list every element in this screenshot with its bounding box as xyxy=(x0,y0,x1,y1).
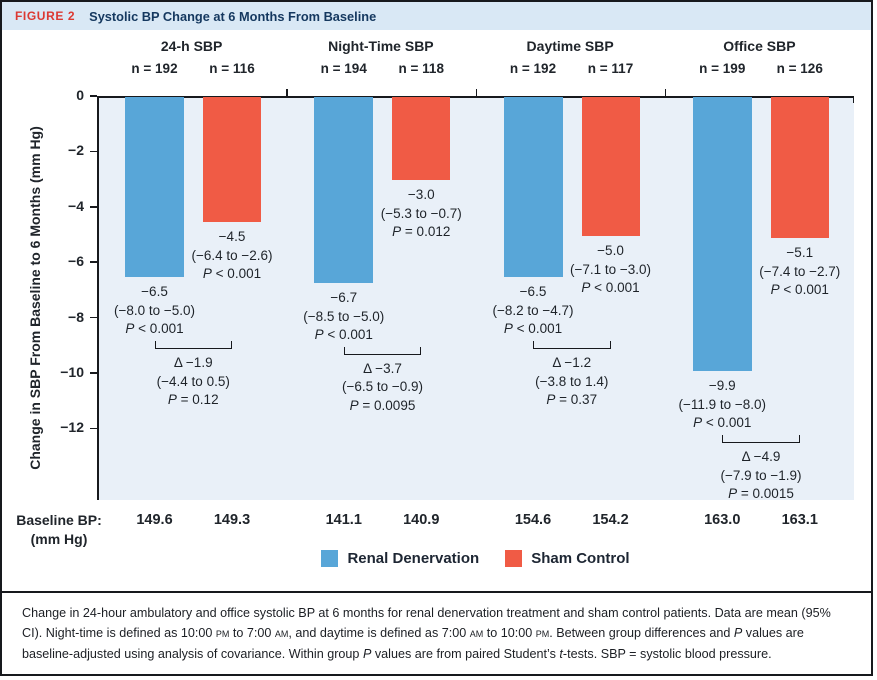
delta-stats-office-sbp: Δ −4.9 (−7.9 to −1.9) P = 0.0015 xyxy=(720,449,802,502)
baseline-value-rdn-night-time-sbp: 141.1 xyxy=(325,512,362,528)
y-tick-mark xyxy=(90,261,97,263)
caption-text-segment: to 7:00 xyxy=(229,626,275,641)
caption-text-segment: , and daytime is defined as 7:00 xyxy=(288,626,470,641)
baseline-value-rdn-24-h-sbp: 149.6 xyxy=(136,512,173,528)
caption-text-segment: P xyxy=(362,646,372,661)
legend: Renal Denervation Sham Control xyxy=(97,550,854,567)
n-label-sham-daytime-sbp: n = 117 xyxy=(587,61,634,76)
legend-item: Renal Denervation xyxy=(321,550,479,567)
figure-caption: Change in 24-hour ambulatory and office … xyxy=(2,591,871,674)
caption-text-segment: am xyxy=(469,626,484,641)
axis-end-tick xyxy=(852,98,854,103)
n-label-rdn-night-time-sbp: n = 194 xyxy=(320,61,367,76)
stats-sham-daytime-sbp: −5.0 (−7.1 to −3.0) P < 0.001 xyxy=(569,243,652,295)
delta-bracket-night-time-sbp xyxy=(343,346,422,355)
rdn-bar-office-sbp xyxy=(692,97,752,371)
caption-text-segment: to 10:00 xyxy=(483,626,536,641)
figure-title: Systolic BP Change at 6 Months From Base… xyxy=(89,8,377,24)
y-tick-label: −2 xyxy=(68,142,84,159)
stats-sham-24-h-sbp: −4.5 (−6.4 to −2.6) P < 0.001 xyxy=(191,229,273,281)
group-label-office-sbp: Office SBP xyxy=(723,38,796,54)
baseline-value-sham-office-sbp: 163.1 xyxy=(781,512,818,528)
chart-area: Change in SBP From Baseline to 6 Months … xyxy=(2,30,871,591)
stats-rdn-office-sbp: −9.9 (−11.9 to −8.0) P < 0.001 xyxy=(678,378,767,430)
baseline-value-sham-24-h-sbp: 149.3 xyxy=(213,512,251,528)
n-label-rdn-24-h-sbp: n = 192 xyxy=(131,61,178,76)
group-label-daytime-sbp: Daytime SBP xyxy=(526,38,614,54)
rdn-bar-daytime-sbp xyxy=(503,97,563,277)
caption-text-segment: pm xyxy=(215,626,230,641)
y-tick-mark xyxy=(90,427,97,430)
stats-rdn-daytime-sbp: −6.5 (−8.2 to −4.7) P < 0.001 xyxy=(492,284,574,336)
sham-bar-24-h-sbp xyxy=(203,97,261,222)
group-label-24-h-sbp: 24-h SBP xyxy=(160,38,223,54)
caption-text-segment: values are baseline-adjusted using analy… xyxy=(22,626,804,661)
baseline-value-rdn-office-sbp: 163.0 xyxy=(704,512,741,528)
group-boundary-tick xyxy=(286,89,288,97)
rdn-bar-night-time-sbp xyxy=(314,97,374,283)
sham-bar-daytime-sbp xyxy=(581,97,640,236)
group-boundary-tick xyxy=(664,89,667,97)
figure-title-bar: FIGURE 2 Systolic BP Change at 6 Months … xyxy=(2,2,871,30)
group-boundary-tick xyxy=(475,89,477,97)
sham-bar-night-time-sbp xyxy=(392,97,451,180)
figure-tag: FIGURE 2 xyxy=(15,9,76,23)
delta-stats-night-time-sbp: Δ −3.7 (−6.5 to −0.9) P = 0.0095 xyxy=(341,360,424,413)
legend-swatch-icon xyxy=(505,550,523,567)
caption-text-segment: t xyxy=(559,646,563,661)
legend-label: Renal Denervation xyxy=(347,550,480,567)
y-tick-mark xyxy=(90,206,97,208)
baseline-bp-label: Baseline BP: (mm Hg) xyxy=(12,511,106,549)
caption-text-segment: Change in 24-hour ambulatory and office … xyxy=(22,606,831,641)
baseline-bp-unit: (mm Hg) xyxy=(30,531,88,547)
y-tick-label: −8 xyxy=(68,308,84,325)
delta-bracket-office-sbp xyxy=(722,435,800,444)
caption-text-segment: -tests. SBP = systolic blood pressure. xyxy=(562,646,772,661)
baseline-value-sham-daytime-sbp: 154.2 xyxy=(592,512,629,528)
group-label-night-time-sbp: Night-Time SBP xyxy=(328,38,434,54)
delta-stats-24-h-sbp: Δ −1.9 (−4.4 to 0.5) P = 0.12 xyxy=(156,355,230,408)
y-tick-mark xyxy=(90,150,97,153)
legend-label: Sham Control xyxy=(531,550,630,567)
y-tick-label: 0 xyxy=(76,87,84,103)
y-tick-label: −10 xyxy=(60,364,84,380)
n-label-sham-24-h-sbp: n = 116 xyxy=(209,61,255,76)
y-tick-mark xyxy=(90,372,97,374)
legend-item: Sham Control xyxy=(505,550,630,567)
delta-bracket-daytime-sbp xyxy=(533,341,611,350)
y-tick-mark xyxy=(90,95,97,97)
caption-text-segment: . Between group differences and xyxy=(549,626,734,641)
n-label-rdn-daytime-sbp: n = 192 xyxy=(509,61,557,76)
stats-sham-night-time-sbp: −3.0 (−5.3 to −0.7) P = 0.012 xyxy=(380,187,462,239)
caption-text-segment: P xyxy=(733,626,743,641)
baseline-value-rdn-daytime-sbp: 154.6 xyxy=(514,512,552,528)
delta-bracket-24-h-sbp xyxy=(154,341,232,350)
stats-sham-office-sbp: −5.1 (−7.4 to −2.7) P < 0.001 xyxy=(759,245,841,297)
baseline-bp-label-text: Baseline BP: xyxy=(16,512,102,528)
caption-text-segment: values are from paired Student’s xyxy=(371,646,560,661)
sham-bar-office-sbp xyxy=(770,97,829,238)
caption-text-segment: pm xyxy=(535,626,550,641)
n-label-sham-office-sbp: n = 126 xyxy=(776,61,823,76)
y-tick-label: −6 xyxy=(68,253,84,270)
delta-stats-daytime-sbp: Δ −1.2 (−3.8 to 1.4) P = 0.37 xyxy=(535,355,609,408)
y-tick-label: −4 xyxy=(68,197,84,214)
y-tick-label: −12 xyxy=(60,419,84,436)
n-label-rdn-office-sbp: n = 199 xyxy=(699,61,746,76)
stats-rdn-24-h-sbp: −6.5 (−8.0 to −5.0) P < 0.001 xyxy=(113,284,196,336)
rdn-bar-24-h-sbp xyxy=(125,97,184,277)
legend-swatch-icon xyxy=(321,550,339,567)
y-tick-mark xyxy=(90,316,97,319)
stats-rdn-night-time-sbp: −6.7 (−8.5 to −5.0) P < 0.001 xyxy=(303,290,385,342)
n-label-sham-night-time-sbp: n = 118 xyxy=(398,61,444,76)
caption-text-segment: am xyxy=(274,626,289,641)
baseline-value-sham-night-time-sbp: 140.9 xyxy=(403,512,440,528)
